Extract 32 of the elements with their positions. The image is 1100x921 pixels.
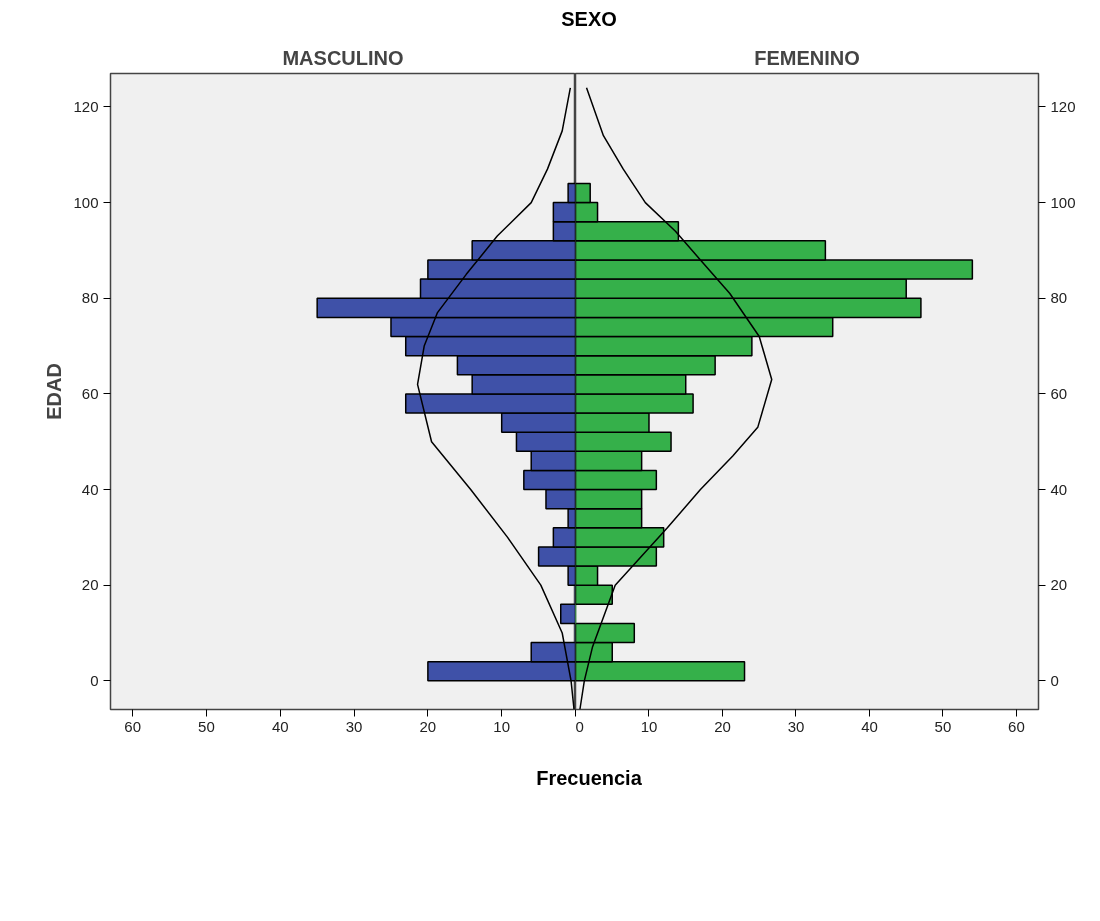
x-tick-label: 40: [271, 717, 289, 735]
y-tick-label: 0: [90, 671, 99, 689]
x-tick-label: 50: [198, 717, 215, 735]
x-tick-label: 20: [714, 717, 731, 735]
y-tick-label: 100: [73, 193, 99, 211]
x-tick-label: 20: [419, 717, 437, 735]
y-tick-label: 20: [81, 575, 99, 593]
x-tick-label: 60: [1008, 717, 1025, 735]
x-axis-title: Frecuencia: [536, 765, 642, 791]
y-tick-label: 80: [1050, 288, 1068, 306]
x-tick-label: 40: [861, 717, 878, 735]
x-tick-label: 60: [124, 717, 141, 735]
x-tick-label: 10: [640, 717, 658, 735]
x-tick-label: 0: [575, 717, 584, 735]
chart-title: SEXO: [561, 7, 617, 32]
x-tick-label: 30: [787, 717, 805, 735]
y-tick-label: 40: [81, 480, 99, 498]
y-tick-label: 80: [81, 288, 99, 306]
y-axis-title: EDAD: [43, 362, 66, 420]
y-tick-label: 60: [81, 384, 99, 402]
x-tick-label: 10: [493, 717, 511, 735]
y-tick-label: 60: [1050, 384, 1068, 402]
y-tick-label: 120: [1050, 97, 1076, 115]
x-tick-label: 30: [345, 717, 363, 735]
chart-subtitle: FEMENINO: [754, 46, 860, 69]
y-tick-label: 20: [1050, 575, 1068, 593]
y-tick-label: 40: [1050, 480, 1068, 498]
chart-subtitle: MASCULINO: [282, 46, 404, 69]
y-tick-label: 120: [73, 97, 99, 115]
y-tick-label: 100: [1050, 193, 1076, 211]
x-tick-label: 50: [934, 717, 952, 735]
y-tick-label: 0: [1050, 671, 1059, 689]
